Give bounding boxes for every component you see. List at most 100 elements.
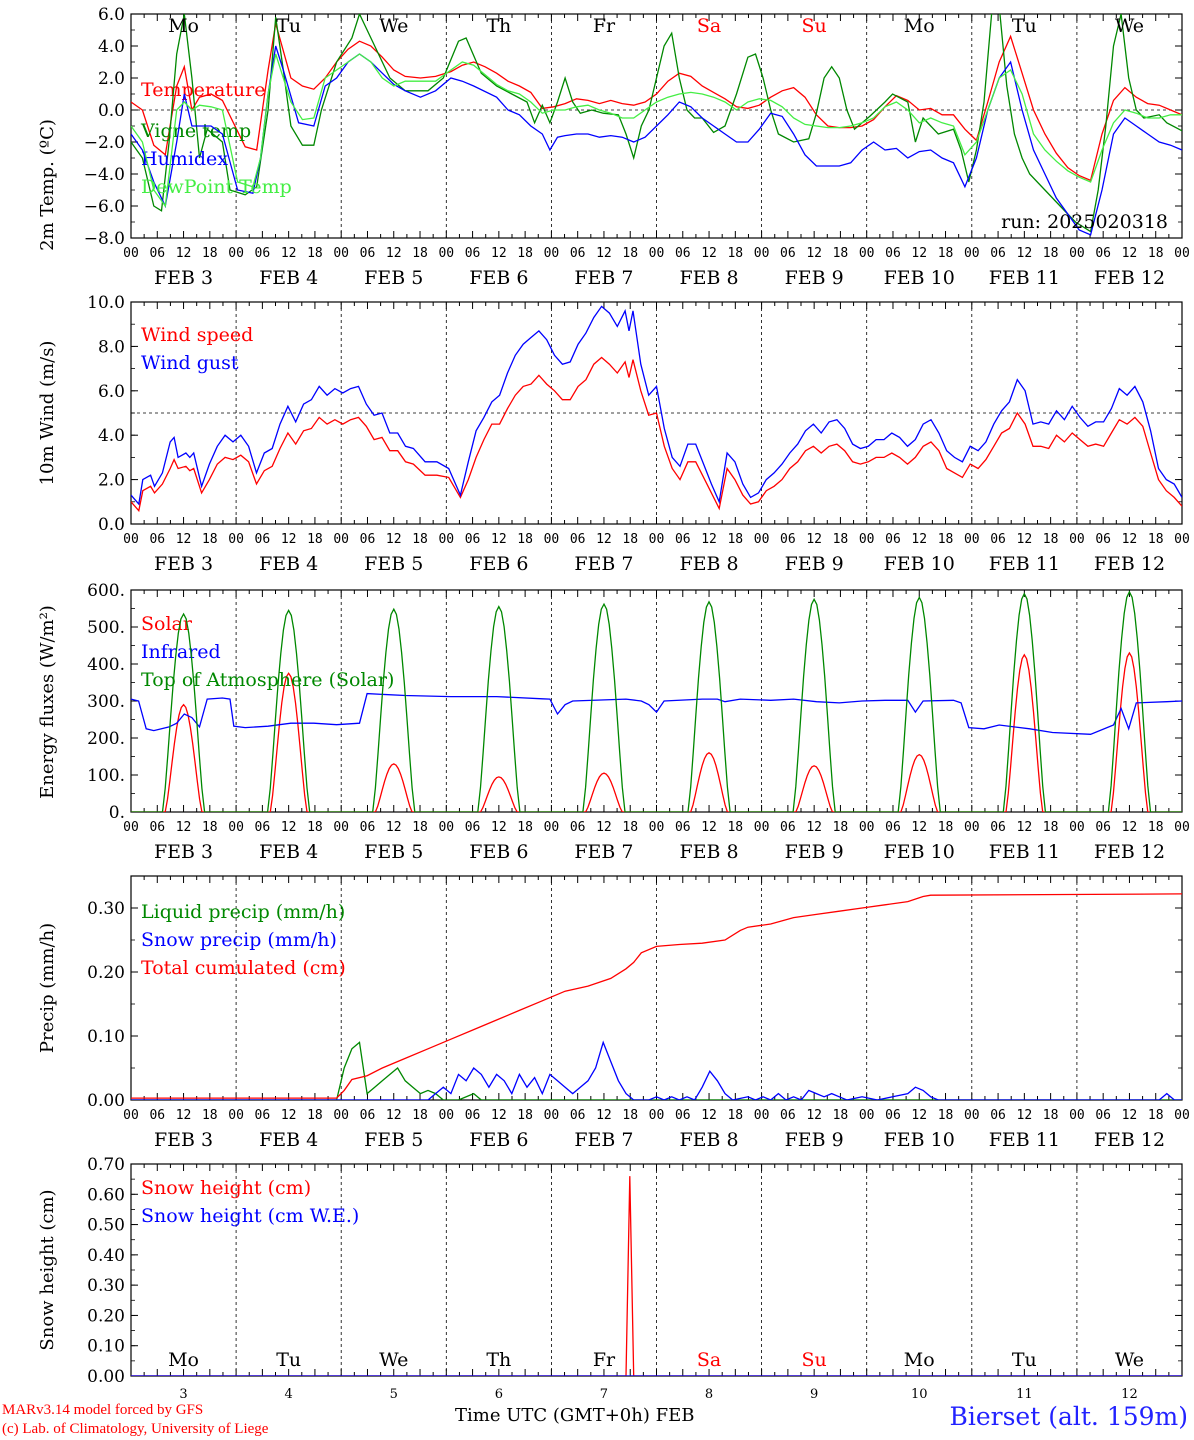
hour-tick-label: 00 [333,1108,349,1123]
date-label: FEB 3 [154,1129,213,1151]
hour-tick-label: 06 [675,246,691,261]
hour-tick-label: 12 [1017,532,1033,547]
weekday-label: Mo [168,1349,199,1371]
legend-label: Snow height (cm W.E.) [141,1205,359,1227]
series-line-infrared [131,692,1182,735]
hour-tick-label: 18 [1148,532,1164,547]
hour-tick-label: 06 [149,820,165,835]
legend-label: Temperature [141,79,265,101]
y-tick-label: 6.0 [98,382,125,402]
date-label: FEB 4 [259,1129,318,1151]
date-label: FEB 12 [1094,553,1165,575]
hour-tick-label: 12 [386,820,402,835]
date-label: FEB 8 [679,1129,738,1151]
hour-tick-label: 00 [1069,1108,1085,1123]
hour-tick-label: 12 [491,820,507,835]
hour-tick-label: 06 [149,1108,165,1123]
weekday-label: Mo [904,15,935,37]
date-label: FEB 12 [1094,841,1165,863]
hour-tick-label: 18 [1148,246,1164,261]
hour-tick-label: 12 [176,246,192,261]
bottom-day-label: 4 [285,1387,293,1402]
hour-tick-label: 06 [990,820,1006,835]
hour-tick-label: 12 [491,1108,507,1123]
hour-tick-label: 12 [806,1108,822,1123]
date-label: FEB 10 [884,1129,955,1151]
bottom-day-label: 10 [911,1387,928,1402]
legend-label: Wind speed [141,324,253,346]
y-tick-label: 0.30 [87,1276,125,1296]
legend-label: Vigne temp [140,120,251,142]
hour-tick-label: 00 [438,246,454,261]
hour-tick-label: 00 [1069,820,1085,835]
y-tick-label: 0.00 [87,1367,125,1387]
hour-tick-label: 00 [859,1108,875,1123]
hour-tick-label: 18 [938,820,954,835]
weekday-label: Mo [904,1349,935,1371]
hour-tick-label: 00 [544,1108,560,1123]
hour-tick-label: 12 [701,532,717,547]
weekday-label: Sa [697,1349,721,1371]
hour-tick-label: 12 [176,820,192,835]
hour-tick-label: 18 [833,1108,849,1123]
hour-tick-label: 06 [885,1108,901,1123]
bottom-day-label: 11 [1016,1387,1033,1402]
hour-tick-label: 06 [780,246,796,261]
date-label: FEB 5 [364,841,423,863]
weekday-label: Su [802,15,827,37]
hour-tick-label: 18 [517,532,533,547]
y-tick-label: 6.0 [98,5,125,25]
y-tick-label: −6.0 [84,197,125,217]
hour-tick-label: 18 [1043,1108,1059,1123]
hour-tick-label: 00 [228,532,244,547]
hour-tick-label: 18 [622,820,638,835]
legend-label: Snow height (cm) [141,1177,311,1199]
hour-tick-label: 00 [964,1108,980,1123]
series-line-solar [131,651,1182,812]
date-label: FEB 3 [154,553,213,575]
hour-tick-label: 12 [806,246,822,261]
y-tick-label: 0.40 [87,1246,125,1266]
hour-tick-label: 12 [701,820,717,835]
station-label: Bierset (alt. 159m) [949,1402,1188,1431]
y-tick-label: 0.0 [98,101,125,121]
hour-tick-label: 18 [727,1108,743,1123]
hour-tick-label: 00 [859,246,875,261]
hour-tick-label: 06 [675,532,691,547]
y-tick-label: 0.00 [87,1091,125,1111]
hour-tick-label: 18 [727,246,743,261]
hour-tick-label: 12 [1017,820,1033,835]
hour-tick-label: 06 [780,820,796,835]
hour-tick-label: 12 [596,532,612,547]
hour-tick-label: 06 [570,1108,586,1123]
date-label: FEB 5 [364,1129,423,1151]
date-label: FEB 8 [679,553,738,575]
hour-tick-label: 12 [1017,1108,1033,1123]
hour-tick-label: 18 [517,820,533,835]
date-label: FEB 8 [679,267,738,289]
hour-tick-label: 00 [1174,820,1190,835]
date-label: FEB 12 [1094,1129,1165,1151]
weekday-label: Su [802,1349,827,1371]
hour-tick-label: 12 [1122,532,1138,547]
hour-tick-label: 00 [649,1108,665,1123]
series-line-dewpoint-temp [131,53,1182,208]
hour-tick-label: 12 [491,532,507,547]
weekday-label: Sa [697,15,721,37]
hour-tick-label: 18 [412,532,428,547]
hour-tick-label: 18 [412,1108,428,1123]
series-line-wind-gust [131,305,1182,506]
hour-tick-label: 06 [570,532,586,547]
y-axis-label: Precip (mm/h) [37,923,58,1053]
series-line-snow-height-cm- [131,1176,1182,1376]
hour-tick-label: 12 [281,1108,297,1123]
hour-tick-label: 12 [911,820,927,835]
y-tick-label: 100. [87,766,125,786]
date-label: FEB 9 [785,553,844,575]
hour-tick-label: 12 [701,1108,717,1123]
hour-tick-label: 18 [1043,246,1059,261]
y-tick-label: 0.10 [87,1027,125,1047]
weekday-label: We [379,1349,408,1371]
hour-tick-label: 06 [990,532,1006,547]
hour-tick-label: 06 [255,820,271,835]
